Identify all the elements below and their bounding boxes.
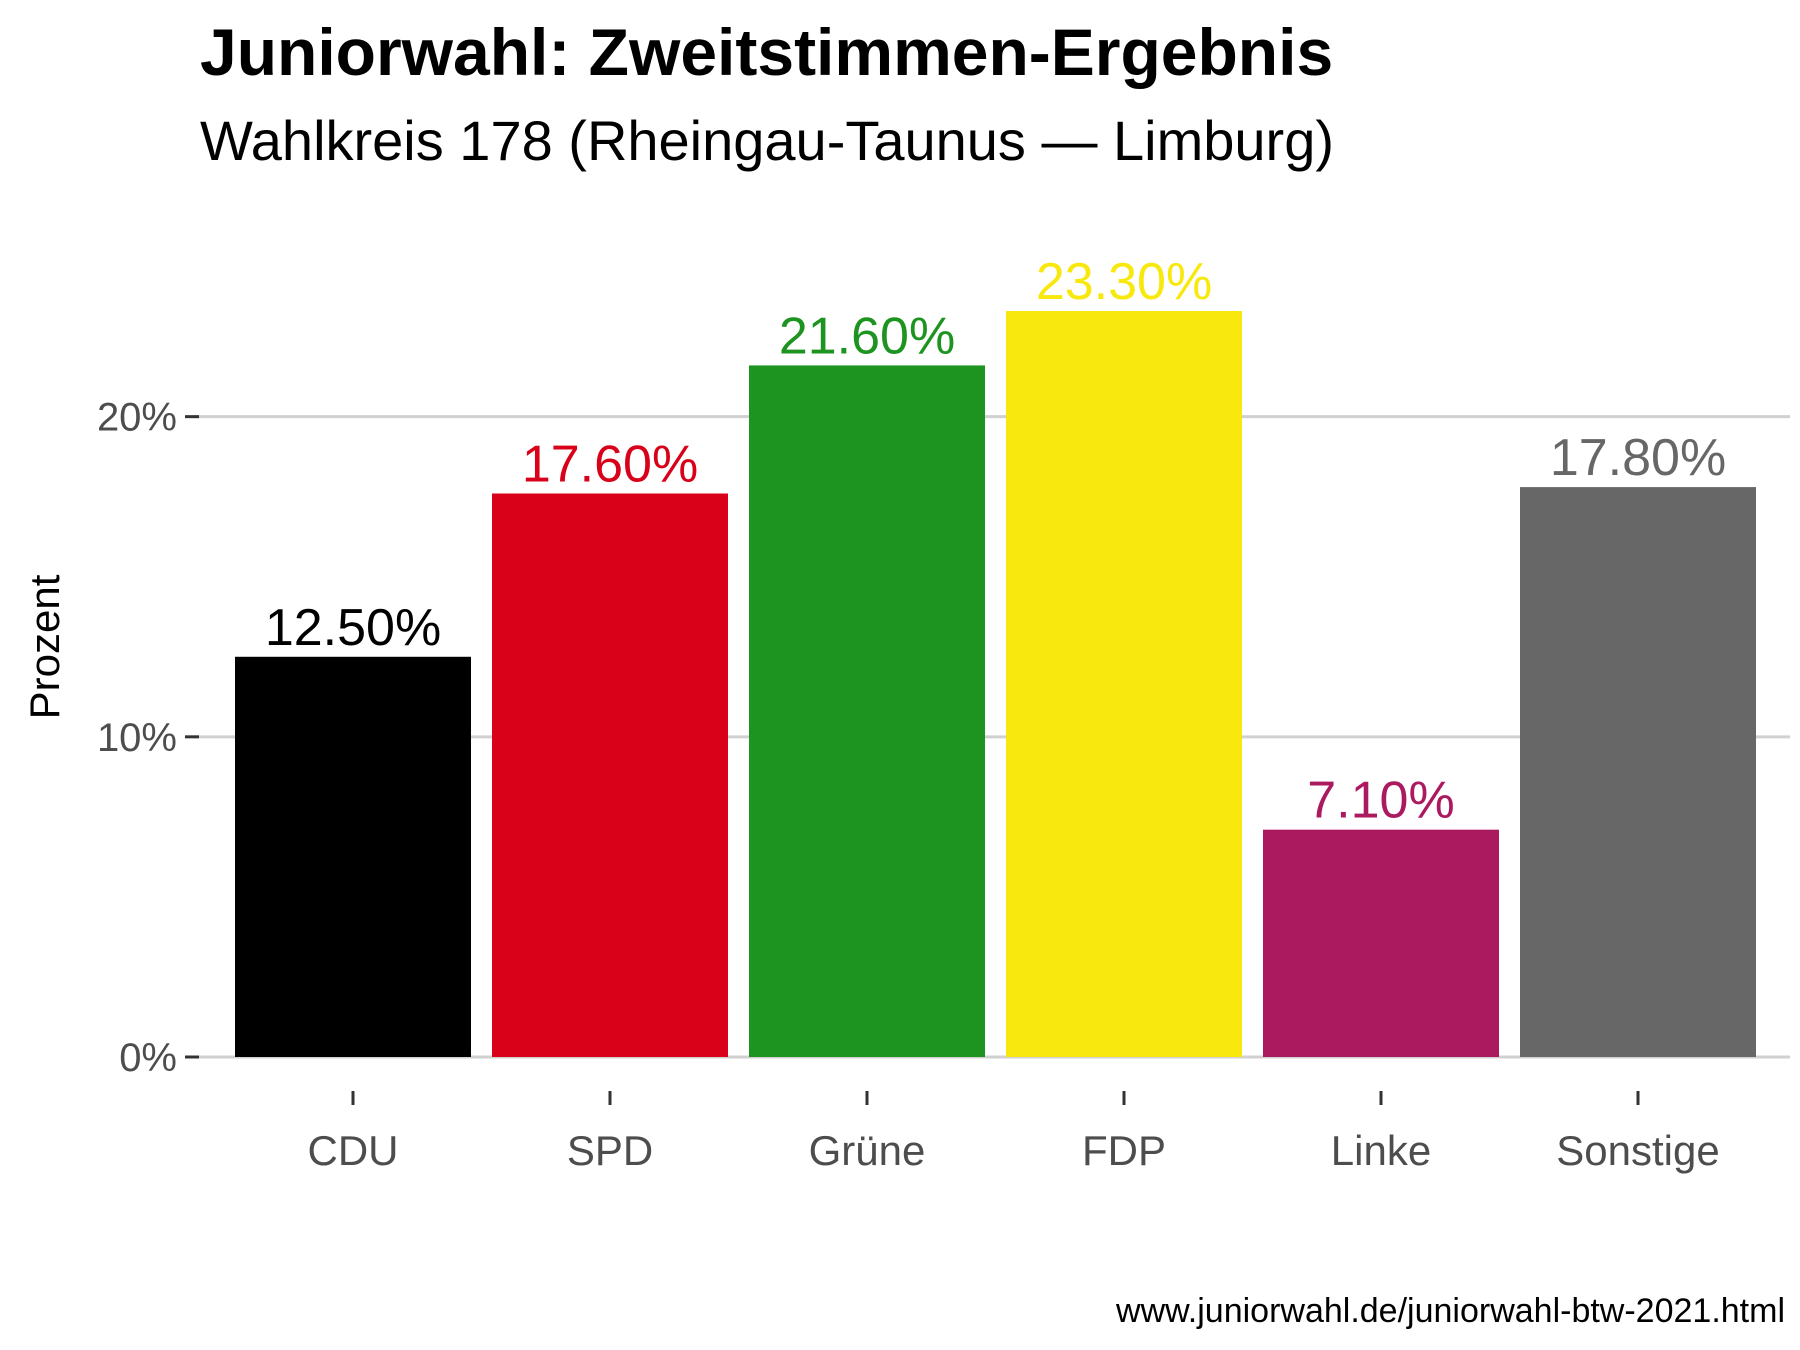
x-tick-label-spd: SPD	[567, 1127, 653, 1174]
chart-subtitle: Wahlkreis 178 (Rheingau-Taunus — Limburg…	[200, 109, 1334, 172]
x-tick-label-cdu: CDU	[308, 1127, 399, 1174]
y-tick-label: 20%	[97, 396, 177, 440]
data-label-spd: 17.60%	[522, 435, 698, 493]
x-tick-label-linke: Linke	[1331, 1127, 1431, 1174]
y-axis-title: Prozent	[21, 574, 68, 719]
bar-cdu	[235, 656, 471, 1057]
chart-caption: www.juniorwahl.de/juniorwahl-btw-2021.ht…	[1116, 1292, 1785, 1330]
axes: 0% 10% 20% CDU SPD Grüne FDP Linke Sonstige	[97, 396, 1720, 1174]
data-label-cdu: 12.50%	[265, 599, 441, 657]
bar-spd	[492, 493, 728, 1057]
data-label-grüne: 21.60%	[779, 307, 955, 365]
bar-sonstige	[1520, 487, 1756, 1057]
data-label-linke: 7.10%	[1307, 772, 1454, 830]
data-labels: 12.50% 17.60% 21.60% 23.30% 7.10% 17.80%	[265, 253, 1726, 830]
data-label-sonstige: 17.80%	[1550, 429, 1726, 487]
data-label-fdp: 23.30%	[1036, 253, 1212, 311]
y-tick-label: 10%	[97, 716, 177, 760]
bar-fdp	[1006, 311, 1242, 1057]
x-tick-label-fdp: FDP	[1082, 1127, 1166, 1174]
x-tick-label-sonstige: Sonstige	[1556, 1127, 1719, 1174]
y-tick-label: 0%	[119, 1036, 177, 1080]
x-tick-label-grüne: Grüne	[809, 1127, 926, 1174]
bars	[235, 311, 1756, 1057]
chart-title: Juniorwahl: Zweitstimmen-Ergebnis	[200, 15, 1334, 89]
bar-linke	[1263, 829, 1499, 1057]
bar-grüne	[749, 365, 985, 1057]
